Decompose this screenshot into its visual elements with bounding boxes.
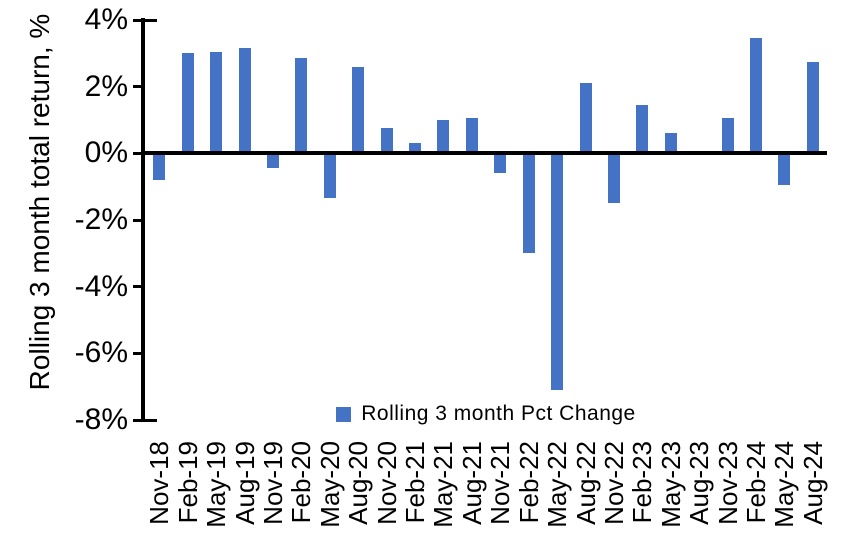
legend-swatch-icon xyxy=(336,406,352,422)
bar-Aug-21 xyxy=(465,118,478,154)
x-tick-label-wrap: May-22 xyxy=(542,441,572,539)
x-tick-label: Aug-24 xyxy=(797,441,828,525)
x-tick-label: Nov-23 xyxy=(712,441,743,525)
x-tick-label: Feb-19 xyxy=(172,441,203,524)
y-tick-mark xyxy=(133,352,145,355)
zero-axis-line xyxy=(145,151,827,155)
bar-May-21 xyxy=(437,120,450,154)
legend: Rolling 3 month Pct Change xyxy=(145,402,827,426)
x-tick-label: May-24 xyxy=(769,441,800,528)
y-tick-label: -6% xyxy=(74,336,128,370)
x-tick-label: Aug-19 xyxy=(229,441,260,525)
x-tick-label-wrap: May-20 xyxy=(314,441,345,539)
bar-Nov-22 xyxy=(607,153,620,204)
x-tick-label: Nov-22 xyxy=(598,441,629,525)
x-tick-label: Nov-20 xyxy=(371,441,402,525)
x-tick-label: Feb-20 xyxy=(286,441,317,524)
bar-Aug-20 xyxy=(352,66,365,154)
y-tick-label: 2% xyxy=(84,69,128,103)
x-tick-label-wrap: May-19 xyxy=(201,441,231,539)
x-tick-label: Aug-21 xyxy=(456,441,487,525)
y-tick-mark xyxy=(133,219,145,222)
y-tick-mark xyxy=(133,419,157,422)
bar-Feb-22 xyxy=(522,153,535,254)
x-tick-label: May-23 xyxy=(655,441,686,528)
bar-Aug-24 xyxy=(806,61,819,154)
x-tick-label-wrap: Nov-22 xyxy=(598,441,629,539)
y-tick-mark xyxy=(133,85,145,88)
bar-May-24 xyxy=(778,153,791,185)
x-tick-label: May-19 xyxy=(201,441,231,528)
x-tick-label: May-21 xyxy=(428,441,459,528)
bar-Nov-19 xyxy=(266,153,279,169)
x-tick-label-wrap: May-23 xyxy=(655,441,686,539)
x-tick-label: Nov-18 xyxy=(144,441,175,525)
x-tick-label-wrap: Feb-24 xyxy=(741,441,771,539)
y-tick-label: 4% xyxy=(84,3,128,36)
x-tick-label-wrap: Nov-19 xyxy=(257,441,288,539)
bar-Feb-23 xyxy=(636,105,649,154)
x-tick-label-wrap: Nov-21 xyxy=(485,441,516,539)
bar-May-22 xyxy=(551,153,563,390)
bar-Feb-21 xyxy=(409,143,421,154)
bar-Nov-18 xyxy=(153,153,166,180)
y-tick-mark xyxy=(133,285,145,288)
y-tick-label: -8% xyxy=(74,403,128,436)
x-tick-label-wrap: Aug-22 xyxy=(570,441,601,539)
x-tick-label-wrap: Feb-20 xyxy=(286,441,317,539)
x-tick-label-wrap: Feb-23 xyxy=(627,441,658,539)
bar-Nov-20 xyxy=(380,128,393,154)
x-tick-label-wrap: Feb-21 xyxy=(400,441,430,539)
x-tick-label-wrap: Aug-20 xyxy=(343,441,374,539)
bar-May-20 xyxy=(323,153,336,199)
x-tick-label: Aug-22 xyxy=(570,441,601,525)
x-tick-label: Feb-21 xyxy=(400,441,430,524)
x-tick-label-wrap: Nov-18 xyxy=(144,441,175,539)
y-tick-mark xyxy=(133,152,145,155)
x-tick-label-wrap: Nov-23 xyxy=(712,441,743,539)
x-tick-label: Aug-23 xyxy=(684,441,715,525)
x-tick-label-wrap: Feb-19 xyxy=(172,441,203,539)
x-tick-label-wrap: May-21 xyxy=(428,441,459,539)
x-tick-label-wrap: Aug-19 xyxy=(229,441,260,539)
bar-Aug-22 xyxy=(579,83,592,154)
x-tick-label: Nov-21 xyxy=(485,441,516,525)
x-tick-label: Feb-23 xyxy=(627,441,658,524)
x-tick-label-wrap: Aug-21 xyxy=(456,441,487,539)
x-tick-label: Feb-24 xyxy=(741,441,771,524)
legend-label: Rolling 3 month Pct Change xyxy=(361,402,636,425)
bar-Nov-23 xyxy=(721,118,734,154)
bar-May-19 xyxy=(210,51,222,154)
bar-May-23 xyxy=(664,133,677,154)
x-tick-label-wrap: Aug-23 xyxy=(684,441,715,539)
x-tick-label-wrap: Aug-24 xyxy=(797,441,828,539)
bar-Feb-24 xyxy=(750,38,762,154)
bar-Aug-19 xyxy=(238,48,251,154)
x-tick-label-wrap: Feb-22 xyxy=(513,441,544,539)
bar-Nov-21 xyxy=(494,153,507,174)
x-tick-label-wrap: Nov-20 xyxy=(371,441,402,539)
x-tick-label-wrap: May-24 xyxy=(769,441,800,539)
y-tick-mark xyxy=(133,19,157,22)
bar-Feb-20 xyxy=(295,58,308,154)
x-tick-label: Nov-19 xyxy=(257,441,288,525)
x-tick-label: May-22 xyxy=(542,441,572,528)
y-tick-label: 0% xyxy=(84,136,128,170)
x-tick-label: May-20 xyxy=(314,441,345,528)
y-tick-label: -2% xyxy=(74,203,128,236)
x-tick-label: Feb-22 xyxy=(513,441,544,524)
x-tick-label: Aug-20 xyxy=(343,441,374,525)
bar-Feb-19 xyxy=(181,53,194,154)
y-tick-label: -4% xyxy=(74,269,128,303)
